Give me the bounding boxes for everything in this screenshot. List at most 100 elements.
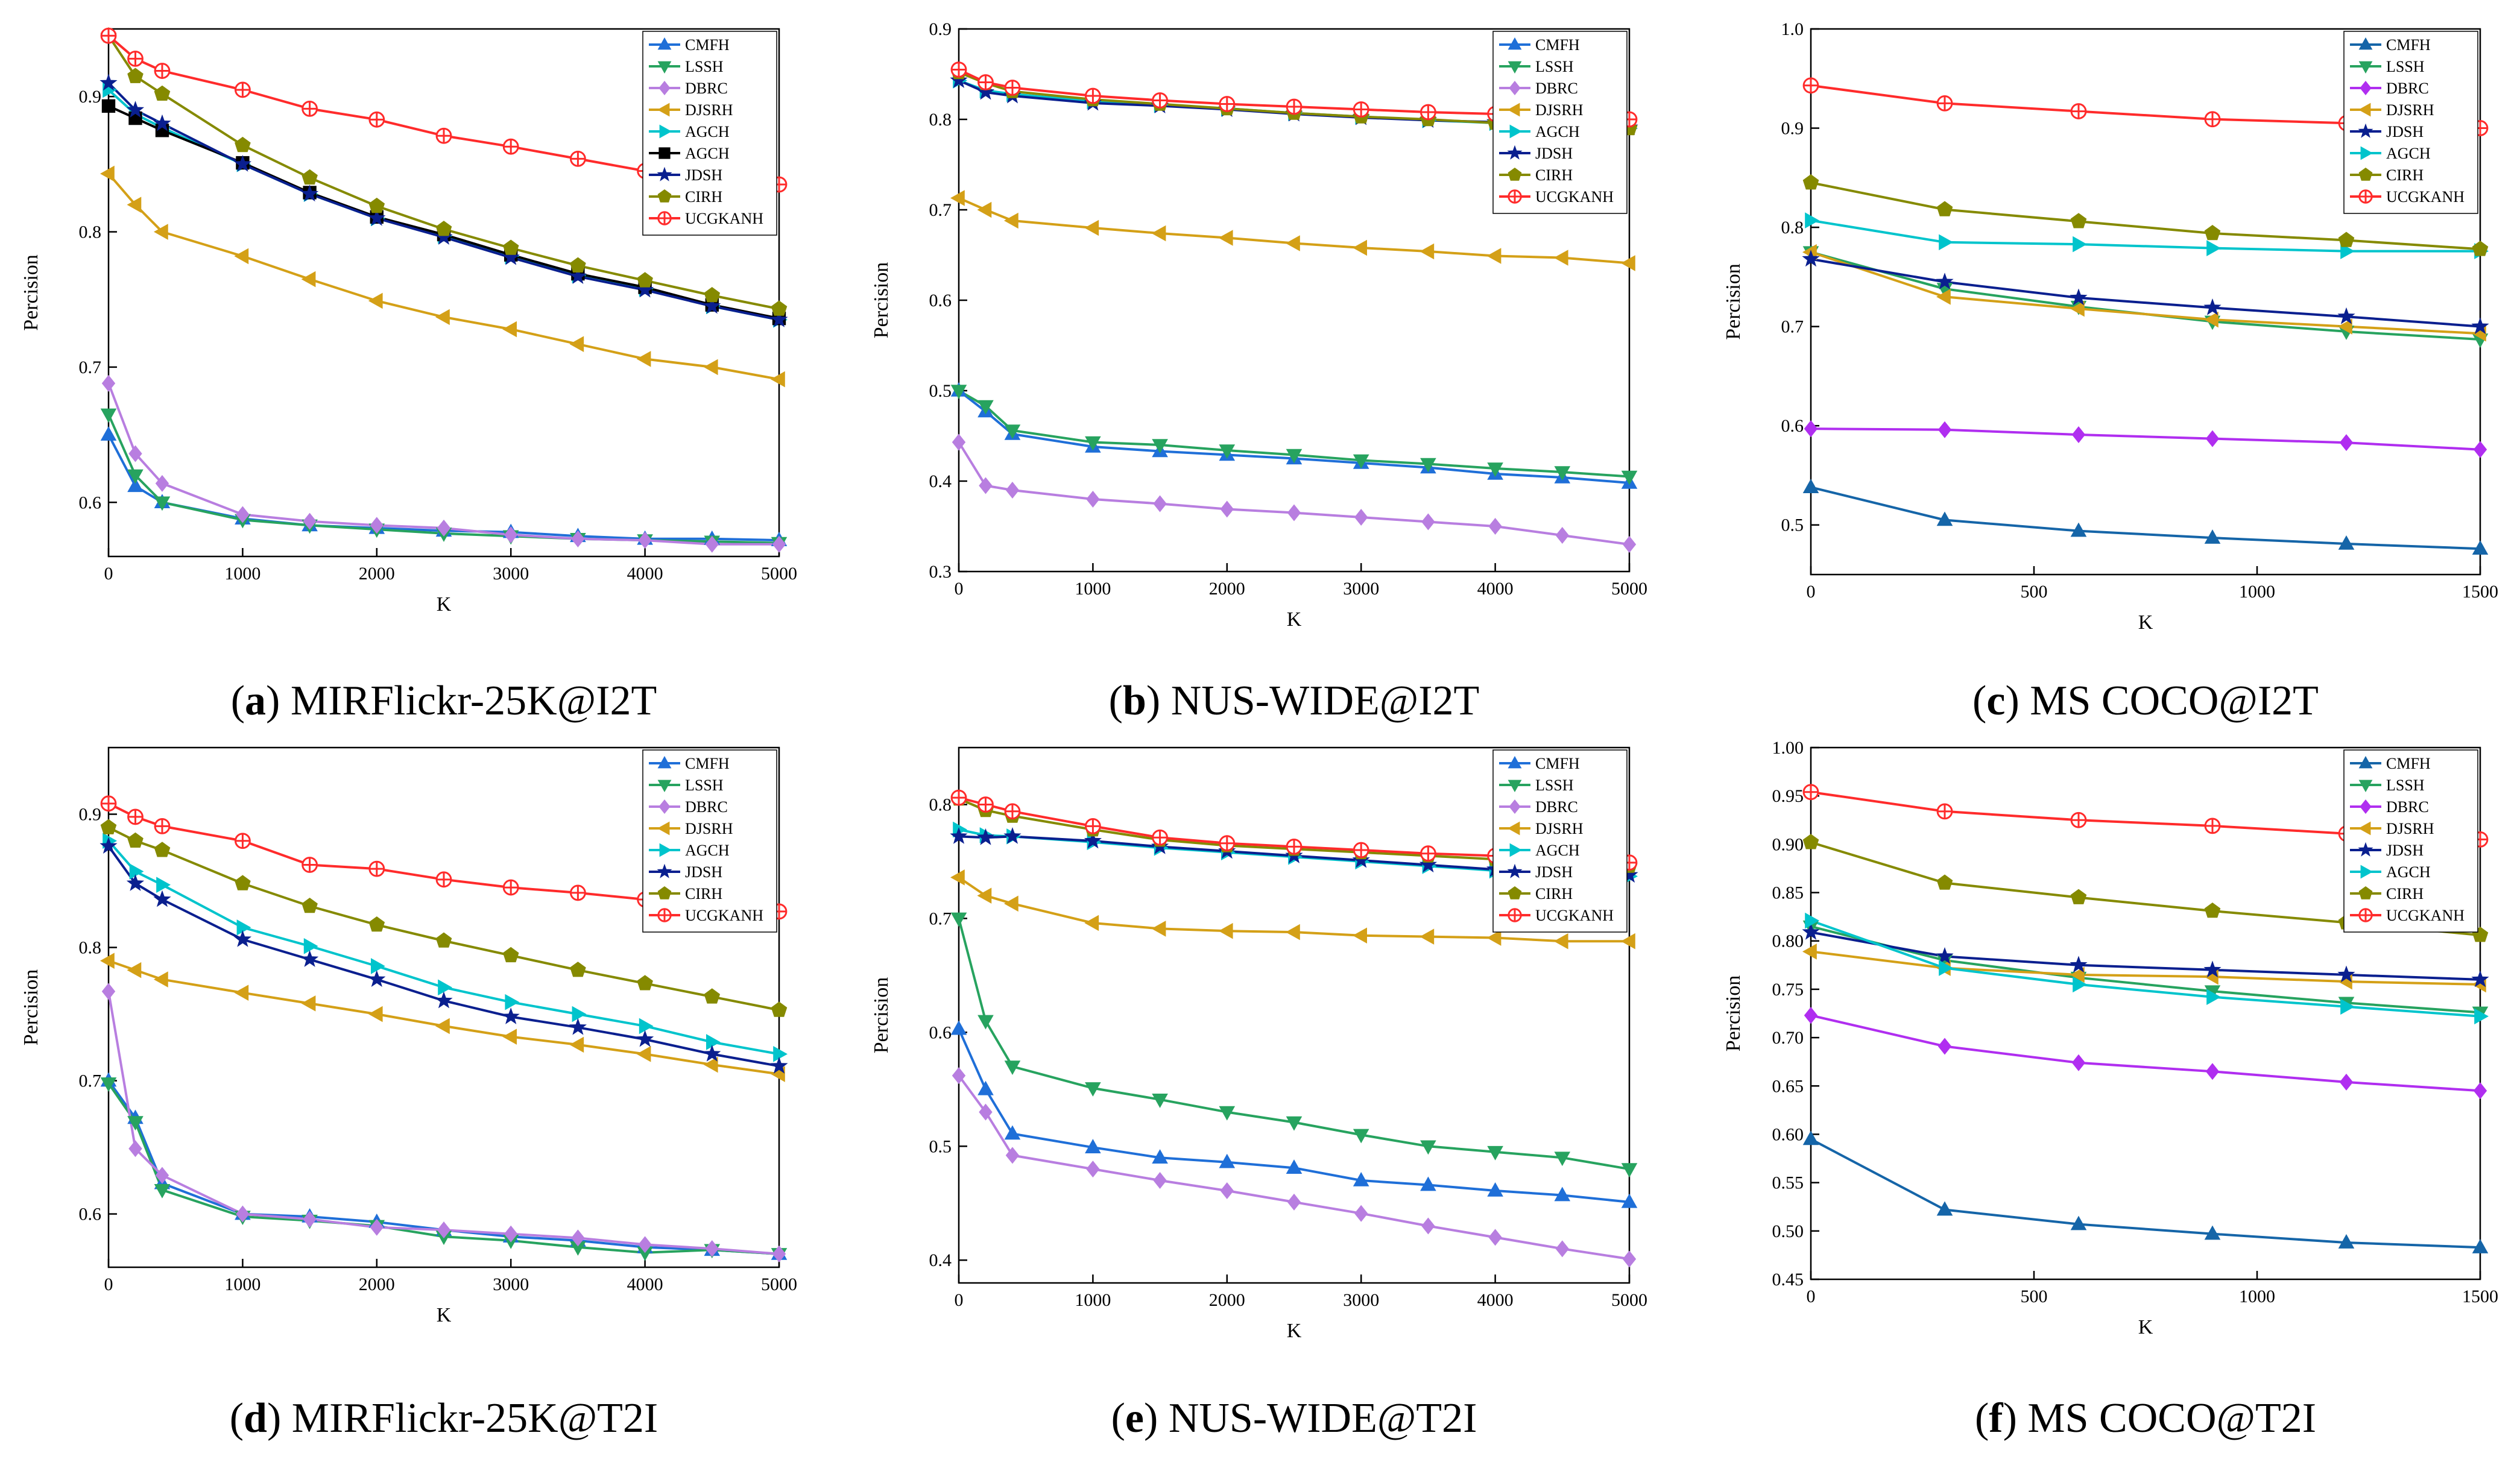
data-point-ucgkanh: [1152, 92, 1168, 109]
caption-close-paren: ): [1146, 678, 1160, 724]
legend-marker-dbrc: [2360, 799, 2372, 814]
data-point-lssh: [100, 408, 117, 423]
legend-marker-ucgkanh: [657, 211, 672, 225]
data-point-dbrc: [1005, 1147, 1020, 1164]
data-point-lssh: [1219, 1106, 1236, 1121]
data-point-jdsh: [770, 1056, 788, 1074]
data-point-jdsh: [153, 114, 171, 131]
data-point-jdsh: [569, 1018, 587, 1035]
y-tick-label: 1.00: [1772, 738, 1804, 758]
series-line-cmfh: [1811, 1138, 2480, 1249]
legend-marker-ucgkanh: [2358, 189, 2373, 204]
y-tick-label: 0.60: [1772, 1124, 1804, 1144]
data-point-djsrh: [1621, 255, 1635, 271]
x-tick-label: 4000: [1477, 1290, 1514, 1310]
data-point-dbrc: [1153, 495, 1167, 512]
data-point-agch: [1805, 212, 1819, 228]
data-point-agch: [2073, 236, 2087, 253]
y-tick-label: 0.85: [1772, 883, 1804, 903]
data-point-dbrc: [101, 374, 116, 392]
data-point-cirh: [1802, 834, 1819, 849]
legend-marker-cirh: [1508, 886, 1522, 899]
data-point-cirh: [637, 272, 653, 288]
x-tick-label: 2000: [1209, 1290, 1245, 1310]
chart-panel-a: 0 1000 2000 3000 4000 5000 0.6 0.7 0.8 0.9 K Percis…: [20, 27, 797, 724]
data-point-ucgkanh: [2204, 111, 2221, 128]
data-point-djsrh: [1936, 288, 1951, 305]
data-point-dbrc: [772, 535, 786, 553]
data-point-ucgkanh: [1152, 829, 1168, 846]
data-point-ucgkanh: [570, 150, 586, 167]
x-tick-label: 0: [1807, 582, 1816, 602]
data-point-agch: [2340, 243, 2355, 259]
data-point-jdsh: [1419, 855, 1437, 873]
legend-marker-jdsh: [657, 166, 672, 181]
x-tick-label: 1500: [2462, 1287, 2498, 1306]
data-point-cmfh: [2472, 1239, 2489, 1253]
legend-label: DBRC: [2386, 80, 2429, 97]
legend-label: AGCH: [685, 145, 730, 162]
data-point-agch: [156, 877, 171, 893]
data-point-jdsh: [1802, 250, 1820, 267]
chart-panel-f: 0 500 1000 1500 0.45 0.50 0.55 0.60 0.65 0.70 0.75…: [1722, 738, 2498, 1441]
data-point-djsrh: [703, 359, 718, 376]
data-point-dbrc: [571, 530, 585, 547]
series-line-jdsh: [1811, 257, 2480, 328]
panel-caption: (e) NUS-WIDE@T2I: [1111, 1395, 1477, 1441]
data-point-dbrc: [1220, 1182, 1234, 1199]
caption-text: NUS-WIDE@T2I: [1158, 1395, 1477, 1441]
x-tick-label: 0: [104, 1274, 113, 1294]
data-point-ucgkanh: [2204, 818, 2221, 834]
data-point-dbrc: [638, 1236, 652, 1253]
data-point-djsrh: [1003, 212, 1018, 229]
x-tick-label: 5000: [761, 1274, 797, 1294]
y-tick-label: 0.5: [1781, 515, 1804, 535]
x-axis-label: K: [2138, 611, 2153, 634]
data-point-djsrh: [1218, 230, 1233, 246]
caption-open-paren: (: [1972, 678, 1986, 724]
data-point-agch: [1939, 234, 1953, 251]
data-point-lssh: [1353, 454, 1369, 469]
x-tick-label: 0: [955, 1290, 964, 1310]
data-point-djsrh: [950, 869, 965, 886]
data-point-cirh: [368, 916, 385, 932]
data-point-ucgkanh: [302, 100, 318, 117]
y-tick-label: 0.7: [79, 358, 102, 377]
data-point-dbrc: [128, 445, 142, 462]
data-point-djsrh: [636, 1046, 651, 1062]
data-point-ucgkanh: [154, 63, 171, 79]
data-point-dbrc: [1220, 500, 1234, 518]
y-axis-label: Percision: [20, 969, 42, 1046]
data-point-djsrh: [1802, 944, 1817, 960]
data-point-lssh: [977, 1015, 994, 1030]
data-point-cirh: [570, 257, 586, 273]
series-line-lssh: [109, 1082, 779, 1255]
legend-marker-jdsh: [2358, 842, 2373, 857]
x-tick-label: 4000: [627, 1274, 663, 1294]
panel-caption: (d) MIRFlickr-25K@T2I: [230, 1395, 658, 1441]
data-point-ucgkanh: [977, 74, 994, 90]
data-point-dbrc: [638, 532, 652, 549]
legend-label: JDSH: [685, 863, 722, 881]
x-tick-label: 3000: [493, 1274, 529, 1294]
data-point-dbrc: [1421, 513, 1435, 531]
data-point-jdsh: [976, 83, 995, 100]
data-point-cirh: [771, 1001, 788, 1017]
y-tick-label: 0.90: [1772, 834, 1804, 854]
data-point-lssh: [1004, 424, 1021, 439]
y-tick-label: 0.8: [79, 222, 102, 242]
legend-marker-cirh: [2358, 886, 2373, 899]
data-point-djsrh: [1486, 248, 1502, 264]
data-point-agch: [2340, 998, 2355, 1015]
x-tick-label: 1000: [2239, 582, 2275, 602]
legend-label: UCGKANH: [2386, 188, 2465, 206]
x-tick-label: 500: [2021, 582, 2048, 602]
legend-marker-cirh: [1508, 168, 1522, 181]
legend-marker-jdsh: [657, 863, 672, 878]
legend-marker-cmfh: [1508, 37, 1522, 50]
data-point-dbrc: [1622, 1250, 1637, 1268]
data-point-cirh: [502, 947, 519, 963]
data-point-dbrc: [952, 1067, 966, 1085]
data-point-lssh: [127, 1116, 144, 1131]
legend: CMFH LSSH DBRC DJSRH AGCH JDSH CIRH UCGKANH: [642, 749, 777, 933]
